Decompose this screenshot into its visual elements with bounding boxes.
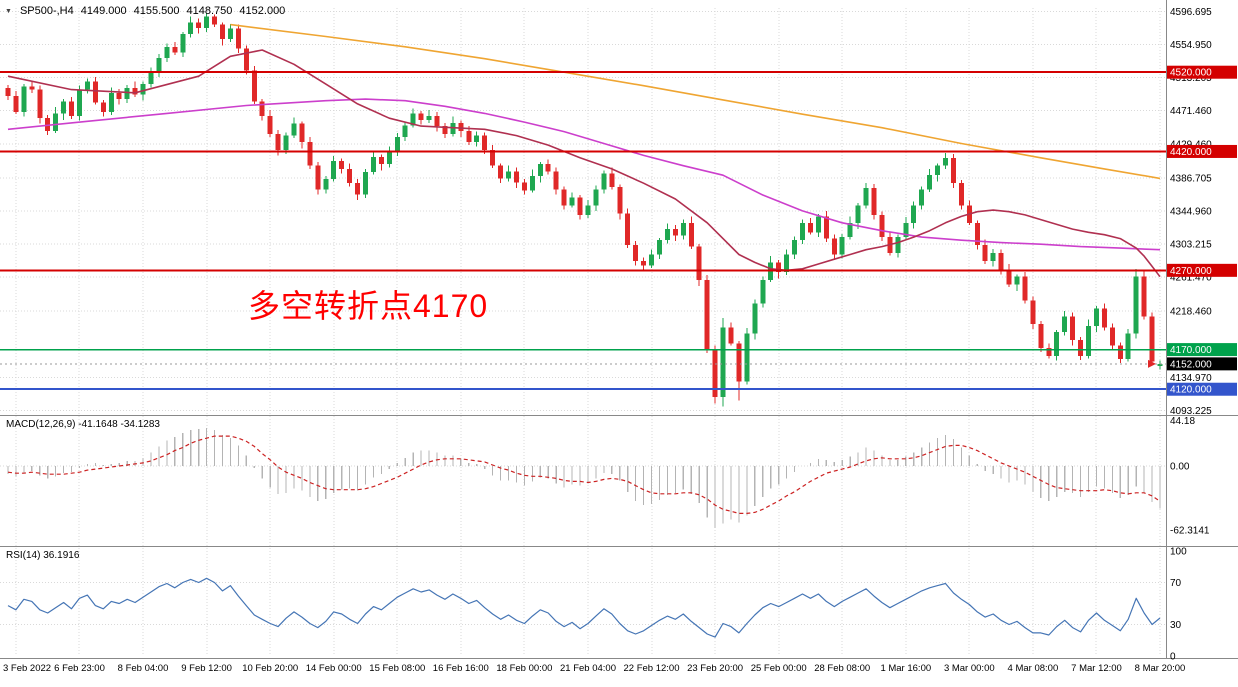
price-level-lines [0,71,1166,391]
svg-text:4420.000: 4420.000 [1170,147,1212,158]
svg-text:4 Mar 08:00: 4 Mar 08:00 [1008,663,1059,674]
svg-text:14 Feb 00:00: 14 Feb 00:00 [306,663,362,674]
macd-indicator-label: MACD(12,26,9) -41.1648 -34.1283 [6,419,160,430]
svg-text:3 Feb 2022: 3 Feb 2022 [3,663,51,674]
svg-text:18 Feb 00:00: 18 Feb 00:00 [496,663,552,674]
svg-text:8 Feb 04:00: 8 Feb 04:00 [118,663,169,674]
price-arrow-marker [1148,359,1156,368]
svg-text:30: 30 [1170,620,1182,631]
svg-text:23 Feb 20:00: 23 Feb 20:00 [687,663,743,674]
price-badge-4170.000 [1167,343,1237,357]
svg-text:4471.460: 4471.460 [1170,106,1212,117]
svg-text:4344.960: 4344.960 [1170,206,1212,217]
svg-text:4218.460: 4218.460 [1170,307,1212,318]
rsi-line [7,577,1161,638]
svg-text:10 Feb 20:00: 10 Feb 20:00 [242,663,298,674]
symbol-timeframe-label: SP500-,H4 [19,5,74,17]
svg-text:4152.000: 4152.000 [1170,359,1212,370]
svg-text:4261.470: 4261.470 [1170,273,1212,284]
svg-text:15 Feb 08:00: 15 Feb 08:00 [369,663,425,674]
svg-text:100: 100 [1170,547,1187,558]
ma-mid-line-magenta [7,98,1161,251]
svg-text:4554.950: 4554.950 [1170,40,1212,51]
rsi-indicator-label: RSI(14) 36.1916 [6,550,80,561]
time-axis[interactable]: 3 Feb 2022 6 Feb 23:00 8 Feb 04:00 9 Feb 12… [3,663,1185,674]
macd-panel [0,427,1166,528]
annotation-text: 多空转折点4170 [248,288,489,324]
price-badges: 4520.000 4420.000 4270.000 4170.000 4120.000… [1167,65,1237,396]
grid-horizontal [0,10,1166,411]
price-badge-4120.000 [1167,382,1237,396]
svg-text:22 Feb 12:00: 22 Feb 12:00 [624,663,680,674]
svg-text:9 Feb 12:00: 9 Feb 12:00 [181,663,232,674]
ma-slow-line-orange [230,23,1161,180]
svg-text:1 Mar 16:00: 1 Mar 16:00 [880,663,931,674]
close-value: 4152.000 [239,5,286,17]
svg-text:-62.3141: -62.3141 [1170,526,1210,537]
price-badge-4152.000 [1167,357,1237,371]
svg-text:4134.970: 4134.970 [1170,373,1212,384]
svg-text:7 Mar 12:00: 7 Mar 12:00 [1071,663,1122,674]
price-badge-4420.000 [1167,144,1237,158]
price-badge-4520.000 [1167,65,1237,79]
svg-text:4120.000: 4120.000 [1170,385,1212,396]
high-value: 4155.500 [133,5,180,17]
svg-text:44.18: 44.18 [1170,416,1195,427]
rsi-panel [0,577,1166,638]
macd-histogram [7,427,1161,528]
svg-text:4093.225: 4093.225 [1170,406,1212,417]
macd-signal-line [7,435,1161,515]
chart-menu-arrow-icon[interactable]: ▼ [5,7,12,15]
low-value: 4148.750 [186,5,233,17]
svg-text:4270.000: 4270.000 [1170,266,1212,277]
ohlc-header: ▼ SP500-,H4 4149.000 4155.500 4148.750 4… [5,5,285,17]
svg-text:4303.215: 4303.215 [1170,240,1212,251]
svg-text:0.00: 0.00 [1170,462,1190,473]
svg-text:21 Feb 04:00: 21 Feb 04:00 [560,663,616,674]
svg-text:4386.705: 4386.705 [1170,173,1212,184]
candlestick-series [5,12,1163,407]
svg-text:4170.000: 4170.000 [1170,345,1212,356]
svg-text:4596.695: 4596.695 [1170,7,1212,18]
price-badge-4270.000 [1167,263,1237,277]
svg-text:70: 70 [1170,578,1182,589]
svg-text:16 Feb 16:00: 16 Feb 16:00 [433,663,489,674]
open-value: 4149.000 [80,5,127,17]
svg-text:28 Feb 08:00: 28 Feb 08:00 [814,663,870,674]
svg-text:3 Mar 00:00: 3 Mar 00:00 [944,663,995,674]
svg-text:6 Feb 23:00: 6 Feb 23:00 [54,663,105,674]
svg-text:4520.000: 4520.000 [1170,68,1212,79]
svg-text:0: 0 [1170,652,1176,663]
svg-text:25 Feb 00:00: 25 Feb 00:00 [751,663,807,674]
svg-text:8 Mar 20:00: 8 Mar 20:00 [1135,663,1186,674]
